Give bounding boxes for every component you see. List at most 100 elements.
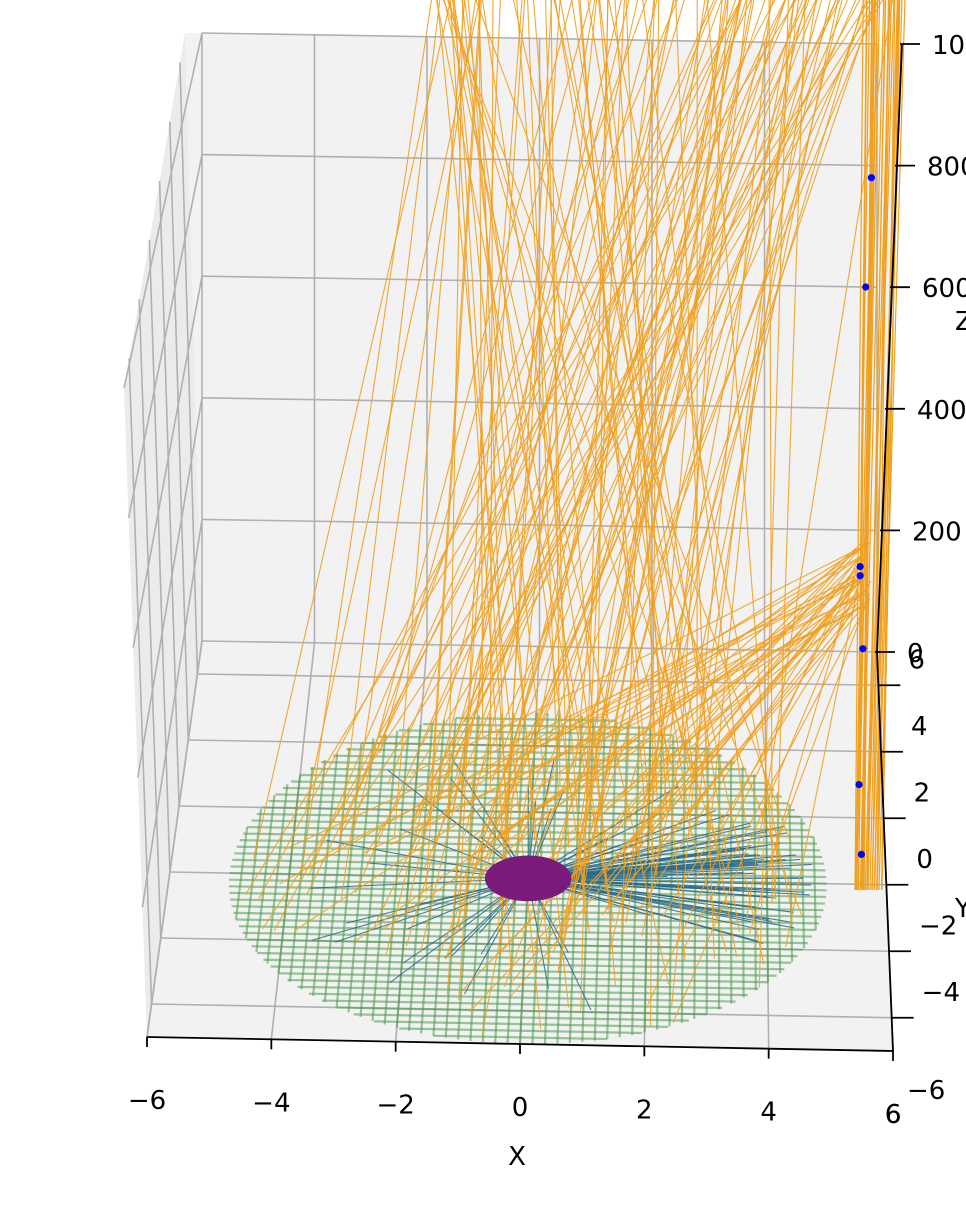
grid-line-y-wall [168,121,190,741]
disk-hatch-col [753,774,757,991]
orange-line [469,584,871,1013]
disk-hatch-col [631,725,641,1036]
orange-line [512,558,865,981]
data-point [856,572,864,580]
x-tick-label: 2 [636,1095,653,1125]
orange-line-bundle [876,0,889,891]
orange-line-bundle [866,0,895,891]
data-point [859,645,867,653]
orange-line [503,0,868,987]
orange-line [383,591,860,930]
grid-line-y-wall [148,240,171,873]
orange-line [550,0,561,787]
orange-line [364,0,884,857]
z-axis-line [876,43,903,653]
orange-line [284,579,862,850]
orange-line [605,562,856,810]
grid-line-z [201,397,878,410]
disk-hatch-col [741,766,745,998]
orange-line-bundle [854,0,864,891]
orange-line [340,0,477,899]
orange-line [245,0,797,895]
orange-line [614,0,668,818]
orange-line [452,0,596,810]
orange-line [451,0,550,964]
orange-line [635,549,857,773]
orange-line [569,0,729,913]
orange-line [774,0,806,891]
orange-line [672,567,867,1023]
disk-hatch-col [456,715,480,1040]
orange-line [439,0,658,800]
orange-line [476,0,873,867]
disk-hatch-col [395,724,422,1028]
z-axis-label: Z [955,307,966,337]
orange-line [537,0,879,849]
orange-line [355,573,857,942]
orange-line [405,0,685,947]
x-tick-label: −6 [128,1086,166,1116]
disk-hatch-col [812,836,817,931]
orange-line [580,0,609,1011]
disk-hatch-col [359,734,387,1017]
orange-line [379,0,592,754]
data-point [867,174,875,182]
orange-line [552,0,876,954]
disk-hatch-col [234,826,249,920]
data-point [856,563,864,571]
z-tick-label: 600 [922,274,966,304]
disk-hatch-col [800,818,806,949]
z-tick-label: 400 [917,396,966,426]
orange-line [562,0,742,926]
orange-line [373,0,817,927]
grid-line-y-wall [158,180,180,807]
orange-line [529,592,869,751]
orange-line [593,0,755,839]
disk-hatch-col [335,742,363,1008]
orange-line [647,559,859,1005]
disk-hatch-col [383,727,411,1025]
z-tick-label: 200 [912,517,962,547]
x-tick-label: 0 [512,1093,529,1123]
disk-hatch-col [300,759,327,990]
y-tick-label: −6 [907,1076,945,1106]
orange-line [447,0,728,952]
orange-line [598,0,686,961]
orange-line [489,0,494,790]
disk-hatch-col [255,795,276,953]
x-tick-label: 6 [885,1100,902,1130]
disk-hatch-col [469,714,492,1042]
y-tick-label: 6 [885,1100,902,1130]
y-tick-label: −4 [922,978,960,1008]
blue-points [855,174,875,859]
disk-hatch-col [788,804,794,962]
z-tick-label: 1000 [932,31,966,61]
orange-line [621,0,843,908]
orange-line [785,570,862,948]
orange-line [471,547,857,882]
z-tick-label: 0 [907,639,924,669]
orange-line [554,0,690,817]
orange-line [599,0,695,780]
x-tick-label: −4 [252,1088,290,1118]
disk-hatch-col [347,738,375,1013]
orange-line [470,0,857,866]
orange-line [467,0,536,841]
orange-line [305,0,481,809]
orange-line [479,0,837,774]
orange-line [708,0,795,842]
orange-line [621,0,656,937]
orange-line [763,593,871,877]
data-point [855,781,863,789]
grid-line-z-wall [132,276,203,648]
orange-line [671,0,772,1006]
y-axis-line [876,651,894,1052]
orange-line [642,592,862,875]
orange-line [458,0,526,1000]
z-tick-label: 800 [927,153,966,183]
orange-line [478,0,508,854]
orange-line-bundle [855,0,879,891]
disk-hatch-col [764,782,770,983]
